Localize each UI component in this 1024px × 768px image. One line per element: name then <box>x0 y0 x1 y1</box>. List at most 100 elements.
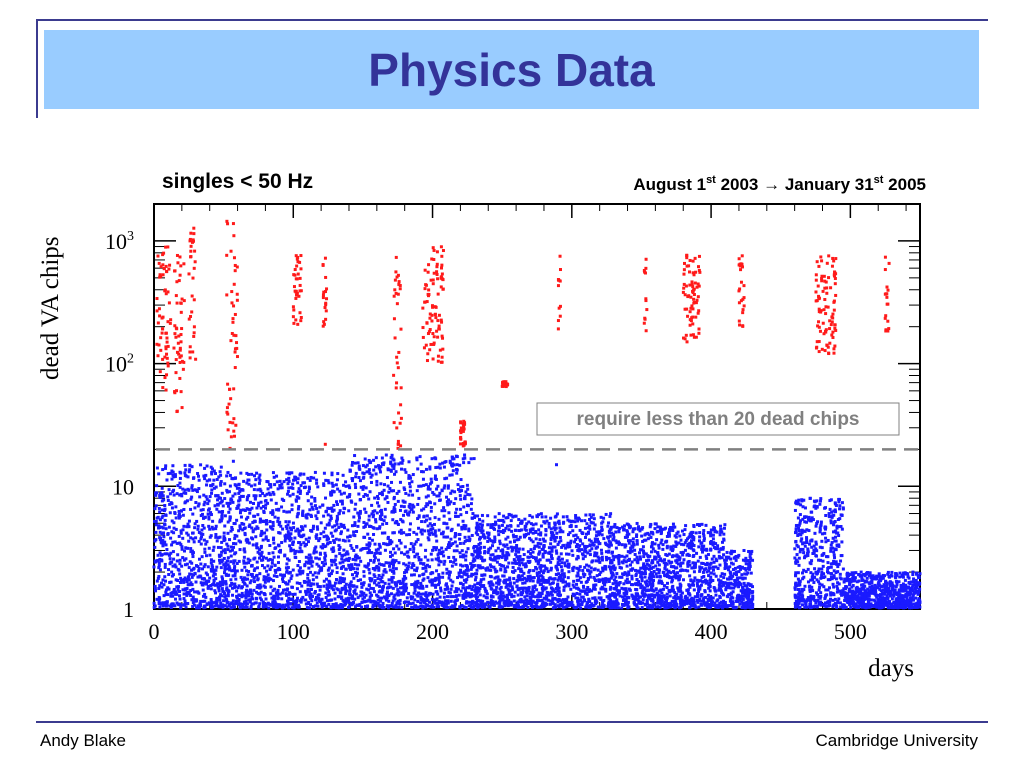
blue-data-point <box>241 528 245 532</box>
red-data-point <box>427 263 431 267</box>
blue-data-point <box>164 588 168 592</box>
red-data-point <box>232 434 236 438</box>
blue-data-point <box>488 584 492 588</box>
blue-data-point <box>549 516 553 520</box>
blue-data-point <box>479 599 483 603</box>
blue-data-point <box>265 492 269 496</box>
blue-data-point <box>161 468 165 472</box>
blue-data-point <box>170 543 174 547</box>
blue-data-point <box>350 524 354 528</box>
blue-data-point <box>452 457 456 461</box>
red-data-point <box>160 327 164 331</box>
blue-data-point <box>212 545 216 549</box>
blue-data-point <box>398 539 402 543</box>
blue-data-point <box>381 522 385 526</box>
red-data-point <box>691 333 695 337</box>
blue-data-point <box>542 580 546 584</box>
blue-data-point <box>215 565 219 569</box>
red-data-point <box>425 321 429 325</box>
blue-data-point <box>337 544 341 548</box>
blue-data-point <box>609 585 613 589</box>
red-data-point <box>229 397 233 401</box>
red-data-point <box>558 314 562 318</box>
blue-data-point <box>394 584 398 588</box>
blue-data-point <box>553 545 557 549</box>
blue-data-point <box>542 596 546 600</box>
blue-data-point <box>459 478 463 482</box>
blue-data-point <box>348 493 352 497</box>
blue-data-point <box>505 584 509 588</box>
blue-data-point <box>423 520 427 524</box>
blue-data-point <box>442 562 446 566</box>
blue-data-point <box>225 559 229 563</box>
blue-data-point <box>302 541 306 545</box>
blue-data-point <box>204 542 208 546</box>
blue-data-point <box>162 531 166 535</box>
blue-data-point <box>599 570 603 574</box>
blue-data-point <box>383 548 387 552</box>
blue-data-point <box>587 538 591 542</box>
red-data-point <box>829 323 833 327</box>
blue-data-point <box>313 571 317 575</box>
red-data-point <box>687 270 691 274</box>
blue-data-point <box>234 577 238 581</box>
blue-data-point <box>385 604 389 608</box>
blue-data-point <box>324 509 328 513</box>
blue-data-point <box>231 593 235 597</box>
blue-data-point <box>443 559 447 563</box>
red-data-point <box>436 354 440 358</box>
blue-data-point <box>426 494 430 498</box>
blue-data-point <box>432 598 436 602</box>
blue-data-point <box>551 598 555 602</box>
blue-data-point <box>230 569 234 573</box>
blue-data-point <box>258 572 262 576</box>
blue-data-point <box>462 553 466 557</box>
blue-data-point <box>460 549 464 553</box>
blue-data-point <box>498 563 502 567</box>
blue-data-point <box>204 571 208 575</box>
blue-data-point <box>552 526 556 530</box>
blue-data-point <box>216 545 220 549</box>
red-data-point <box>885 302 889 306</box>
blue-data-point <box>607 549 611 553</box>
blue-data-point <box>501 597 505 601</box>
blue-data-point <box>356 579 360 583</box>
blue-data-point <box>466 487 470 491</box>
blue-data-point <box>437 581 441 585</box>
blue-data-point <box>391 586 395 590</box>
blue-data-point <box>350 565 354 569</box>
blue-data-point <box>383 507 387 511</box>
blue-data-point <box>526 606 530 610</box>
blue-data-point <box>598 573 602 577</box>
blue-data-point <box>492 590 496 594</box>
blue-data-point <box>522 535 526 539</box>
blue-data-point <box>239 471 243 475</box>
blue-data-point <box>547 558 551 562</box>
blue-data-point <box>563 605 567 609</box>
blue-data-point <box>552 577 556 581</box>
blue-data-point <box>487 547 491 551</box>
red-data-point <box>173 391 177 395</box>
blue-data-point <box>537 513 541 517</box>
blue-data-point <box>343 553 347 557</box>
blue-data-point <box>277 566 281 570</box>
blue-data-point <box>353 454 357 458</box>
blue-data-point <box>289 549 293 553</box>
blue-data-point <box>205 582 209 586</box>
blue-data-point <box>562 543 566 547</box>
blue-data-point <box>578 565 582 569</box>
blue-data-point <box>349 580 353 584</box>
blue-data-point <box>438 498 442 502</box>
blue-data-point <box>539 604 543 608</box>
blue-data-point <box>436 484 440 488</box>
blue-data-point <box>192 603 196 607</box>
blue-data-point <box>520 561 524 565</box>
blue-data-point <box>211 482 215 486</box>
blue-data-point <box>161 604 165 608</box>
blue-data-point <box>303 598 307 602</box>
blue-data-point <box>463 539 467 543</box>
blue-data-point <box>389 456 393 460</box>
blue-data-point <box>431 571 435 575</box>
blue-data-point <box>396 499 400 503</box>
blue-data-point <box>235 518 239 522</box>
